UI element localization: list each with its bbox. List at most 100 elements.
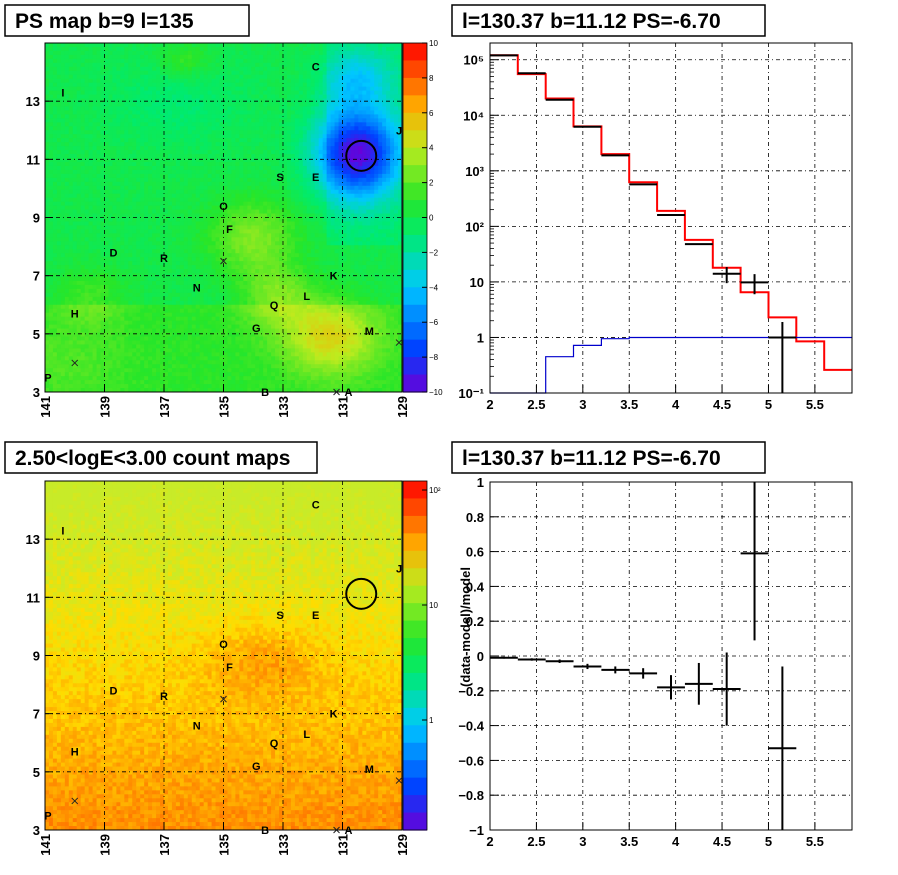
ps-map-cell <box>175 161 181 167</box>
ps-map-cell <box>235 54 240 60</box>
ps-map-cell <box>227 106 232 111</box>
ps-map-cell <box>148 74 153 80</box>
ps-map-cell <box>175 94 181 100</box>
ps-map-cell <box>132 86 137 92</box>
ps-map-cell <box>60 356 66 361</box>
ps-map-cell <box>120 177 125 183</box>
ps-map-cell <box>215 158 221 163</box>
ps-map-cell <box>255 296 260 302</box>
ps-map-cell <box>92 185 98 191</box>
ps-map-cell <box>191 352 197 357</box>
ps-map-cell <box>120 340 125 345</box>
ps-map-cell <box>140 320 145 326</box>
ps-map-cell <box>160 229 165 234</box>
ps-map-cell <box>215 296 221 302</box>
ps-map-cell <box>263 165 268 171</box>
ps-map-cell <box>60 134 66 139</box>
ps-map-cell <box>251 384 256 389</box>
ps-map-cell <box>227 50 232 56</box>
ps-map-cell <box>100 189 105 195</box>
ps-map-cell <box>84 388 90 393</box>
ps-map-cell <box>251 213 256 218</box>
ps-map-cell <box>96 380 102 385</box>
ps-map-cell <box>104 312 109 318</box>
ps-map-cell <box>243 46 248 52</box>
ps-map-cell <box>243 126 248 131</box>
ps-map-cell <box>160 138 165 143</box>
ps-map-cell <box>56 185 62 191</box>
ps-map-cell <box>64 237 70 242</box>
ps-map-cell <box>199 368 205 373</box>
ps-map-cell <box>52 312 58 318</box>
ps-map-cell <box>255 205 260 211</box>
ps-map-cell <box>164 280 169 286</box>
ps-map-cell <box>152 276 157 282</box>
ps-map-cell <box>191 94 197 100</box>
ps-map-cell <box>251 273 256 278</box>
ps-map-cell <box>116 288 121 294</box>
ps-map-cell <box>68 158 74 163</box>
ps-map-cell <box>132 43 137 48</box>
ps-map-cell <box>84 209 90 215</box>
ps-map-cell <box>243 70 248 76</box>
ps-map-cell <box>179 201 185 207</box>
ps-map-cell <box>92 344 98 349</box>
ps-map-cell <box>235 154 240 159</box>
ps-map-cell <box>263 193 268 199</box>
ps-map-cell <box>128 364 133 369</box>
ps-map-cell <box>191 241 197 246</box>
ps-map-cell <box>104 193 109 199</box>
ps-map-cell <box>132 324 137 330</box>
ps-map-cell <box>259 225 264 230</box>
ps-map-cell <box>187 257 193 262</box>
ps-map-cell <box>80 90 86 96</box>
ps-map-cell <box>56 86 62 92</box>
ps-map-cell <box>239 344 244 349</box>
ps-map-cell <box>187 265 193 270</box>
ps-map-cell <box>187 344 193 349</box>
ps-map-cell <box>164 209 169 215</box>
ps-map-cell <box>160 209 165 215</box>
ps-map-cell <box>64 122 70 127</box>
ps-map-cell <box>152 364 157 369</box>
ps-map-cell <box>108 253 113 258</box>
ps-map-cell <box>171 106 177 111</box>
ps-map-cell <box>215 221 221 226</box>
ps-map-cell <box>84 205 90 211</box>
ps-map-cell <box>140 78 145 84</box>
ps-map-cell <box>112 46 117 52</box>
ps-map-cell <box>227 110 232 115</box>
ps-map-cell <box>255 142 260 147</box>
ps-map-cell <box>80 169 86 175</box>
ps-map-cell <box>80 102 86 107</box>
ps-map-cell <box>171 380 177 385</box>
ps-map-cell <box>68 288 74 294</box>
ps-map-cell <box>76 340 82 345</box>
ps-map-cell <box>231 122 236 127</box>
ps-map-cell <box>187 102 193 107</box>
ps-map-cell <box>195 284 201 290</box>
ps-map-cell <box>56 142 62 147</box>
ps-map-cell <box>179 372 185 377</box>
ps-map-cell <box>116 340 121 345</box>
ps-map-cell <box>104 142 109 147</box>
ps-map-cell <box>140 352 145 357</box>
ps-map-cell <box>164 253 169 258</box>
ps-map-cell <box>183 265 189 270</box>
ps-map-cell <box>195 288 201 294</box>
ps-map-cell <box>223 181 228 187</box>
ps-map-cell <box>68 46 74 52</box>
ps-map-cell <box>136 201 141 207</box>
ps-map-cell <box>124 217 129 222</box>
ps-map-cell <box>84 376 90 381</box>
ps-map-cell <box>195 154 201 159</box>
ps-map-cell <box>48 241 54 246</box>
ps-map-cell <box>84 372 90 377</box>
ps-map-cell <box>128 233 133 238</box>
ps-map-cell <box>191 368 197 373</box>
ps-map-cell <box>108 368 113 373</box>
ps-map-cell <box>167 70 173 76</box>
ps-map-cell <box>128 98 133 103</box>
ps-map-cell <box>223 368 228 373</box>
ps-map-cell <box>187 388 193 393</box>
